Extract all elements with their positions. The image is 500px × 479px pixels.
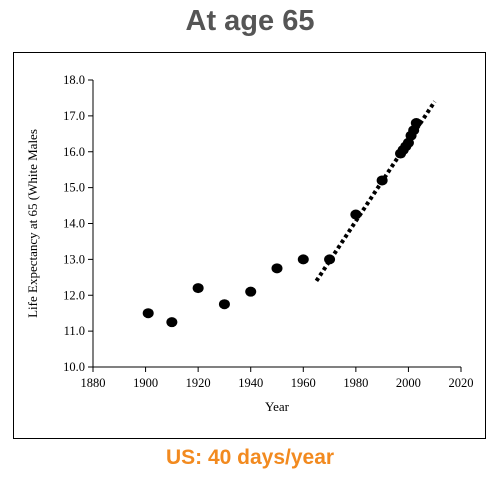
y-tick-label: 14.0 <box>63 217 85 231</box>
life-expectancy-scatter-chart: 10.0 11.0 12.0 13.0 14.0 15.0 16.0 17.0 18.0 1880… <box>25 73 474 414</box>
points-layer <box>142 118 422 328</box>
chart-frame: 10.0 11.0 12.0 13.0 14.0 15.0 16.0 17.0 18.0 1880… <box>13 52 486 439</box>
y-tick-label: 16.0 <box>63 145 85 159</box>
data-point <box>271 263 283 274</box>
data-point <box>245 286 257 297</box>
x-axis-label: Year <box>265 399 290 414</box>
y-tick-label: 18.0 <box>63 73 85 87</box>
x-tick-label: 1940 <box>238 376 263 390</box>
x-tick-label: 1960 <box>291 376 316 390</box>
trendline-layer <box>314 100 437 283</box>
caption: US: 40 days/year <box>165 446 335 469</box>
x-tick-label: 1900 <box>133 376 158 390</box>
data-point <box>297 254 309 265</box>
data-point <box>192 283 204 294</box>
x-tick-label: 2000 <box>396 376 421 390</box>
y-tick-label: 15.0 <box>63 181 85 195</box>
trendline <box>314 100 437 283</box>
x-tick-label: 1880 <box>81 376 106 390</box>
y-tick-label: 17.0 <box>63 109 85 123</box>
page-title: At age 65 <box>185 5 315 37</box>
y-tick-label: 11.0 <box>64 324 85 338</box>
x-tick-label: 1920 <box>186 376 211 390</box>
data-point <box>410 118 422 129</box>
axes-layer <box>92 80 461 368</box>
data-point <box>324 254 336 265</box>
data-point <box>166 317 178 328</box>
data-point <box>218 299 230 310</box>
data-point <box>376 175 388 186</box>
data-point <box>142 308 154 319</box>
y-tick-label: 10.0 <box>63 360 85 374</box>
y-axis-label: Life Expectancy at 65 (White Males <box>25 129 40 318</box>
y-tick-label: 13.0 <box>63 252 85 266</box>
x-tick-label: 1980 <box>343 376 368 390</box>
y-tick-label: 12.0 <box>63 288 85 302</box>
data-point <box>350 209 362 220</box>
x-tick-label: 2020 <box>449 376 474 390</box>
ticks-layer: 10.0 11.0 12.0 13.0 14.0 15.0 16.0 17.0 18.0 1880… <box>63 73 473 390</box>
